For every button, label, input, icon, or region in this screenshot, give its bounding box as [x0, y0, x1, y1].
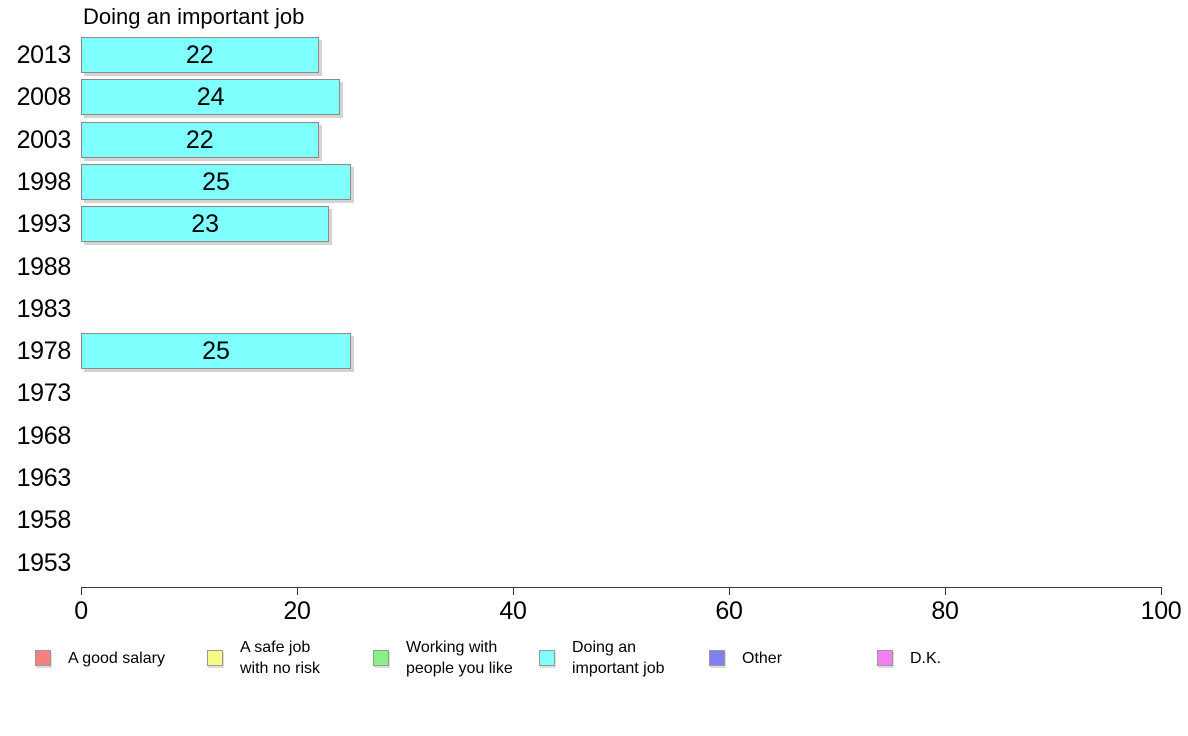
- y-axis-label: 1963: [16, 464, 72, 492]
- legend-item-label: Other: [742, 649, 783, 667]
- x-axis-tick: [297, 587, 298, 595]
- bar-value-label: 22: [185, 41, 214, 69]
- legend-item-label: Working with people you like: [406, 639, 513, 677]
- y-axis-label: 2013: [16, 41, 72, 69]
- legend-item: A safe job with no risk: [207, 636, 320, 680]
- y-axis-label: 2003: [16, 125, 72, 154]
- bar-value-label: 25: [202, 167, 230, 196]
- y-axis-label: 1958: [16, 506, 72, 535]
- bar-value-label: 24: [196, 83, 225, 112]
- y-axis-label: 1968: [16, 421, 72, 450]
- y-axis-label: 1988: [16, 252, 72, 281]
- bar-2003: [81, 121, 319, 158]
- x-axis-tick-label: 40: [499, 597, 527, 625]
- legend-color-swatch: [373, 650, 389, 666]
- x-axis-tick-label: 60: [715, 597, 743, 625]
- legend-item-label: Doing an important job: [572, 639, 665, 677]
- bar-2008: [81, 79, 341, 116]
- legend-item: D.K.: [877, 636, 941, 680]
- bar-1998: [81, 163, 351, 200]
- legend-color-swatch: [709, 650, 725, 666]
- legend-item-label: A good salary: [68, 649, 165, 667]
- legend-color-swatch: [539, 650, 555, 666]
- legend-color-swatch: [877, 650, 893, 666]
- legend-color-swatch: [35, 650, 51, 666]
- legend-item-label: A safe job with no risk: [240, 639, 321, 677]
- legend-item: A good salary: [35, 636, 165, 680]
- y-axis-label: 1998: [16, 167, 72, 196]
- y-axis-label: 2008: [16, 83, 72, 112]
- bar-1978: [81, 333, 351, 370]
- y-axis-label: 1978: [16, 337, 72, 366]
- y-axis-label: 1993: [16, 210, 72, 239]
- bar-value-label: 22: [185, 125, 214, 154]
- x-axis-tick: [81, 587, 82, 595]
- y-axis-label: 1973: [16, 379, 72, 408]
- x-axis-tick-label: 0: [74, 597, 88, 625]
- y-axis-label: 1983: [16, 294, 72, 323]
- legend-item: Working with people you like: [373, 636, 513, 680]
- bar-value-label: 23: [191, 210, 220, 239]
- x-axis-tick: [1161, 587, 1162, 595]
- x-axis-tick-label: 20: [283, 597, 311, 625]
- y-axis-label: 1953: [16, 548, 72, 577]
- x-axis-tick-label: 100: [1140, 597, 1182, 625]
- x-axis-tick: [513, 587, 514, 595]
- x-axis-tick: [729, 587, 730, 595]
- legend-item: Doing an important job: [539, 636, 665, 680]
- bar-value-label: 25: [202, 337, 230, 366]
- chart-title: Doing an important job: [83, 4, 305, 29]
- legend-color-swatch: [207, 650, 223, 666]
- legend-item: Other: [709, 636, 782, 680]
- x-axis-tick: [945, 587, 946, 595]
- bar-2013: [81, 37, 319, 73]
- bar-1993: [81, 206, 330, 243]
- x-axis-tick-label: 80: [931, 597, 959, 625]
- x-axis-line: [81, 587, 1161, 588]
- legend-item-label: D.K.: [910, 649, 942, 667]
